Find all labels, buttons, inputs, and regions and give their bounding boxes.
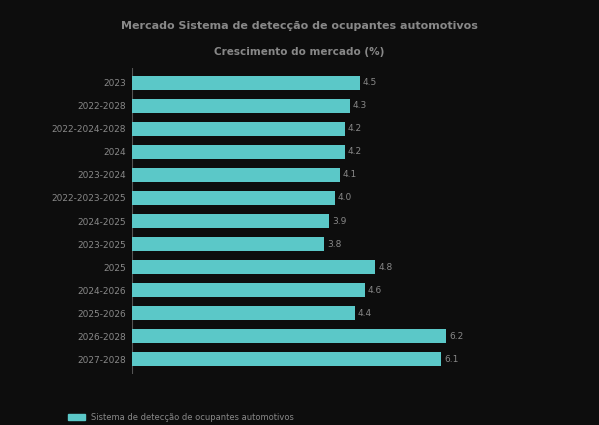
Text: Crescimento do mercado (%): Crescimento do mercado (%) bbox=[214, 47, 385, 57]
Text: 4.3: 4.3 bbox=[353, 102, 367, 111]
Text: 6.2: 6.2 bbox=[449, 332, 463, 340]
Text: 4.5: 4.5 bbox=[363, 79, 377, 88]
Bar bbox=[132, 145, 344, 159]
Text: Mercado Sistema de detecção de ocupantes automotivos: Mercado Sistema de detecção de ocupantes… bbox=[121, 21, 478, 31]
Bar bbox=[132, 237, 325, 251]
Text: 3.8: 3.8 bbox=[328, 240, 342, 249]
Bar bbox=[132, 191, 334, 205]
Bar bbox=[132, 168, 340, 182]
Text: 3.9: 3.9 bbox=[332, 216, 347, 226]
Text: 4.1: 4.1 bbox=[343, 170, 357, 179]
Legend: Sistema de detecção de ocupantes automotivos: Sistema de detecção de ocupantes automot… bbox=[65, 409, 298, 425]
Text: 6.1: 6.1 bbox=[444, 354, 458, 363]
Bar bbox=[132, 260, 375, 274]
Bar bbox=[132, 329, 446, 343]
Bar bbox=[132, 283, 365, 297]
Text: 4.4: 4.4 bbox=[358, 309, 372, 317]
Bar bbox=[132, 76, 360, 90]
Bar bbox=[132, 352, 441, 366]
Bar bbox=[132, 214, 329, 228]
Text: 4.2: 4.2 bbox=[347, 125, 362, 133]
Bar bbox=[132, 306, 355, 320]
Text: 4.8: 4.8 bbox=[378, 263, 392, 272]
Bar bbox=[132, 99, 350, 113]
Text: 4.6: 4.6 bbox=[368, 286, 382, 295]
Bar bbox=[132, 122, 344, 136]
Text: 4.2: 4.2 bbox=[347, 147, 362, 156]
Text: 4.0: 4.0 bbox=[338, 193, 352, 202]
